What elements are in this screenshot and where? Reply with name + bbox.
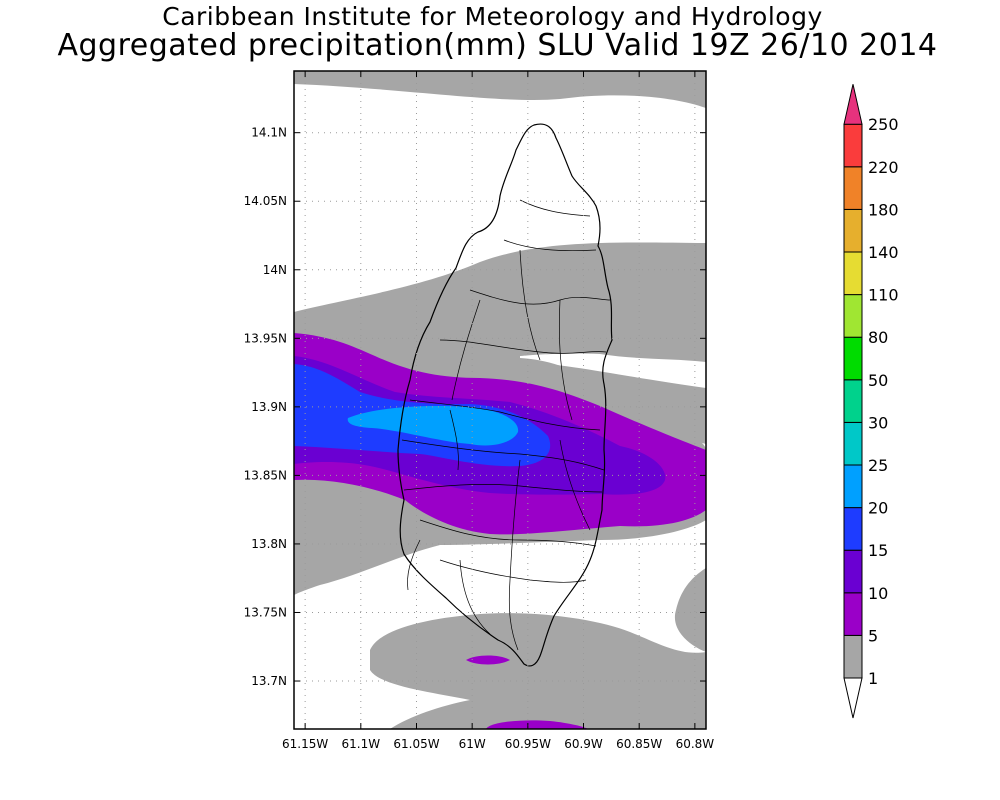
colorbar-segment	[843, 677, 863, 719]
colorbar-segment	[843, 166, 863, 210]
colorbar-label: 5	[868, 626, 878, 645]
colorbar-label: 30	[868, 413, 888, 432]
colorbar-segment	[843, 549, 863, 594]
colorbar-label: 50	[868, 371, 888, 390]
colorbar-segment	[843, 464, 863, 509]
latitude-axis: 14.1N 14.05N 14N 13.95N 13.9N 13.85N 13.8N 13.7…	[244, 126, 706, 688]
island-coastline	[397, 123, 613, 667]
precip-band-lightblue	[347, 406, 519, 446]
colorbar-label: 250	[868, 115, 899, 134]
lon-tick-label: 61W	[459, 737, 486, 751]
colorbar-label: 20	[868, 499, 888, 518]
colorbar-label: 220	[868, 158, 899, 177]
lat-tick-label: 14.1N	[251, 126, 287, 140]
precip-spot-south	[466, 655, 510, 665]
colorbar-label: 10	[868, 584, 888, 603]
chart-title: Caribbean Institute for Meteorology and …	[162, 2, 823, 31]
chart-subtitle: Aggregated precipitation(mm) SLU Valid 1…	[57, 28, 938, 63]
colorbar-segment	[843, 294, 863, 338]
precip-band-top-gray	[294, 71, 706, 108]
lat-tick-label: 13.95N	[244, 331, 287, 345]
precip-band-south-gray	[674, 568, 706, 652]
colorbar-label: 140	[868, 243, 899, 262]
colorbar-label: 1	[868, 669, 878, 688]
precip-band-east-gray	[520, 362, 706, 444]
lat-tick-label: 13.75N	[244, 605, 287, 619]
colorbar-segment	[843, 634, 863, 679]
lat-tick-label: 13.7N	[251, 674, 287, 688]
colorbar-label: 15	[868, 541, 888, 560]
lon-tick-label: 61.15W	[282, 737, 328, 751]
colorbar-segment	[843, 123, 863, 168]
lon-tick-label: 61.1W	[342, 737, 381, 751]
lon-tick-label: 60.95W	[505, 737, 551, 751]
lon-tick-label: 60.85W	[616, 737, 662, 751]
lat-tick-label: 13.85N	[244, 468, 287, 482]
lon-tick-label: 60.8W	[676, 737, 715, 751]
map-frame	[293, 70, 707, 730]
colorbar-segment	[843, 208, 863, 253]
lat-tick-label: 14.05N	[244, 194, 287, 208]
colorbar-segment	[843, 421, 863, 466]
lat-tick-label: 13.9N	[251, 400, 287, 414]
lat-tick-label: 13.8N	[251, 537, 287, 551]
precipitation-map	[294, 71, 706, 729]
colorbar-label: 180	[868, 200, 899, 219]
colorbar-label: 110	[868, 286, 899, 305]
district-boundaries	[401, 199, 611, 651]
colorbar-segment	[843, 84, 863, 125]
precip-band-bottom-gray	[370, 613, 706, 729]
colorbar-label: 80	[868, 328, 888, 347]
colorbar-label: 25	[868, 456, 888, 475]
colorbar-segment	[843, 592, 863, 636]
colorbar-segment	[843, 336, 863, 381]
lon-tick-label: 60.9W	[564, 737, 603, 751]
precip-spot-bottom	[486, 720, 588, 729]
longitude-axis: 61.15W 61.1W 61.05W 61W 60.95W 60.9W 60.85W 60.…	[282, 71, 714, 751]
lat-tick-label: 14N	[263, 263, 287, 277]
lon-tick-label: 61.05W	[393, 737, 439, 751]
colorbar-segment	[843, 507, 863, 551]
colorbar-segment	[843, 379, 863, 423]
colorbar-segment	[843, 251, 863, 296]
